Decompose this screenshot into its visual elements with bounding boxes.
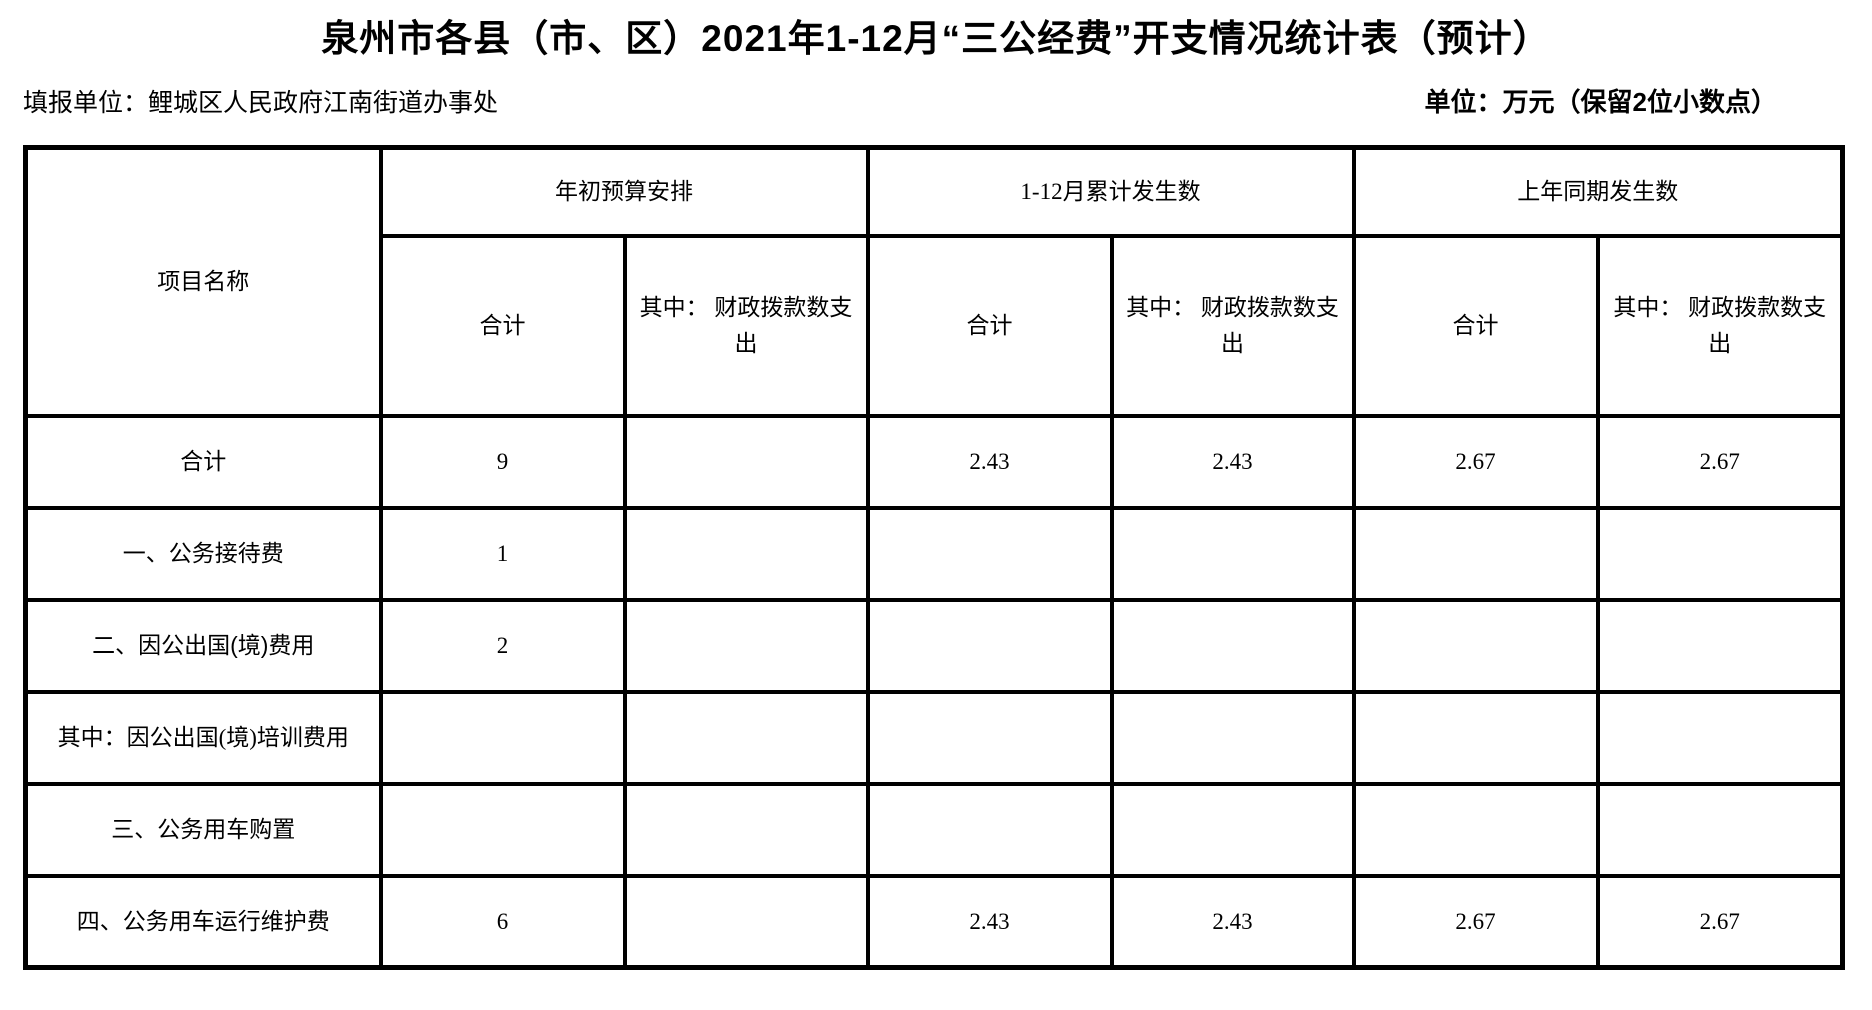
meta-row: 填报单位：鲤城区人民政府江南街道办事处 单位：万元（保留2位小数点） [23, 82, 1849, 119]
cell-overseas-budget-total: 2 [378, 597, 627, 694]
cell-training-cumulative-fiscal [1109, 689, 1356, 786]
unit-note-label: 单位：万元（保留2位小数点） [1424, 87, 1777, 118]
cell-maintenance-budget-fiscal [622, 873, 870, 970]
cell-training-prior-total [1351, 689, 1600, 786]
row-label-overseas-training: 其中：因公出国(境)培训费用 [23, 689, 383, 786]
group-header-jan-dec-cumulative: 1-12月累计发生数 [865, 145, 1356, 238]
cell-total-budget-fiscal [622, 413, 870, 510]
cell-overseas-cumulative-total [865, 597, 1114, 694]
statistics-report-page: 泉州市各县（市、区）2021年1-12月“三公经费”开支情况统计表（预计） 填报… [0, 16, 1872, 971]
cell-reception-cumulative-fiscal [1109, 505, 1356, 602]
cell-total-prior-fiscal: 2.67 [1595, 413, 1845, 510]
three-public-expenses-table: 项目名称 年初预算安排 1-12月累计发生数 上年同期发生数 合计 其中： 财政… [23, 145, 1846, 971]
cell-purchase-cumulative-total [865, 781, 1114, 878]
cell-maintenance-budget-total: 6 [378, 873, 627, 970]
group-header-initial-budget: 年初预算安排 [378, 145, 870, 238]
cell-total-cumulative-fiscal: 2.43 [1109, 413, 1356, 510]
cell-purchase-budget-fiscal [622, 781, 870, 878]
cell-total-prior-total: 2.67 [1351, 413, 1600, 510]
table-row-official-reception: 一、公务接待费 1 [23, 505, 1845, 602]
cell-training-budget-total [378, 689, 627, 786]
table-row-overseas-travel: 二、因公出国(境)费用 2 [23, 597, 1845, 694]
cell-total-cumulative-total: 2.43 [865, 413, 1114, 510]
cell-training-prior-fiscal [1595, 689, 1845, 786]
subheader-prior-year-fiscal-appropriation: 其中： 财政拨款数支出 [1595, 233, 1845, 418]
table-group-header-row: 项目名称 年初预算安排 1-12月累计发生数 上年同期发生数 [23, 145, 1845, 418]
row-label-overseas-travel: 二、因公出国(境)费用 [23, 597, 383, 694]
cell-purchase-budget-total [378, 781, 627, 878]
cell-reception-budget-fiscal [622, 505, 870, 602]
cell-training-cumulative-total [865, 689, 1114, 786]
cell-overseas-prior-total [1351, 597, 1600, 694]
cell-maintenance-cumulative-fiscal: 2.43 [1109, 873, 1356, 970]
cell-maintenance-cumulative-total: 2.43 [865, 873, 1114, 970]
table-row-total: 合计 9 2.43 2.43 2.67 2.67 [23, 413, 1845, 510]
cell-reception-prior-total [1351, 505, 1600, 602]
table-row-overseas-training: 其中：因公出国(境)培训费用 [23, 689, 1845, 786]
row-label-official-reception: 一、公务接待费 [23, 505, 383, 602]
cell-purchase-prior-total [1351, 781, 1600, 878]
page-title: 泉州市各县（市、区）2021年1-12月“三公经费”开支情况统计表（预计） [321, 18, 1551, 59]
subheader-cumulative-total: 合计 [865, 233, 1114, 418]
table-row-vehicle-maintenance: 四、公务用车运行维护费 6 2.43 2.43 2.67 2.67 [23, 873, 1845, 970]
cell-overseas-cumulative-fiscal [1109, 597, 1356, 694]
cell-purchase-prior-fiscal [1595, 781, 1845, 878]
cell-training-budget-fiscal [622, 689, 870, 786]
cell-maintenance-prior-total: 2.67 [1351, 873, 1600, 970]
subheader-cumulative-fiscal-appropriation: 其中： 财政拨款数支出 [1109, 233, 1356, 418]
subheader-prior-year-total: 合计 [1351, 233, 1600, 418]
row-label-total: 合计 [23, 413, 383, 510]
subheader-budget-total: 合计 [378, 233, 627, 418]
cell-maintenance-prior-fiscal: 2.67 [1595, 873, 1845, 970]
cell-purchase-cumulative-fiscal [1109, 781, 1356, 878]
reporting-unit-label: 填报单位：鲤城区人民政府江南街道办事处 [23, 90, 499, 118]
column-header-project-name: 项目名称 [23, 145, 383, 418]
cell-reception-budget-total: 1 [378, 505, 627, 602]
table-row-vehicle-purchase: 三、公务用车购置 [23, 781, 1845, 878]
row-label-vehicle-purchase: 三、公务用车购置 [23, 781, 383, 878]
cell-reception-cumulative-total [865, 505, 1114, 602]
cell-total-budget-total: 9 [378, 413, 627, 510]
cell-overseas-budget-fiscal [622, 597, 870, 694]
cell-overseas-prior-fiscal [1595, 597, 1845, 694]
cell-reception-prior-fiscal [1595, 505, 1845, 602]
row-label-vehicle-maintenance: 四、公务用车运行维护费 [23, 873, 383, 970]
table-sub-header-row: 合计 其中： 财政拨款数支出 合计 其中： 财政拨款数支出 合计 其中： 财政拨… [26, 233, 1845, 418]
subheader-budget-fiscal-appropriation: 其中： 财政拨款数支出 [622, 233, 870, 418]
group-header-prior-year-same-period: 上年同期发生数 [1351, 145, 1845, 238]
